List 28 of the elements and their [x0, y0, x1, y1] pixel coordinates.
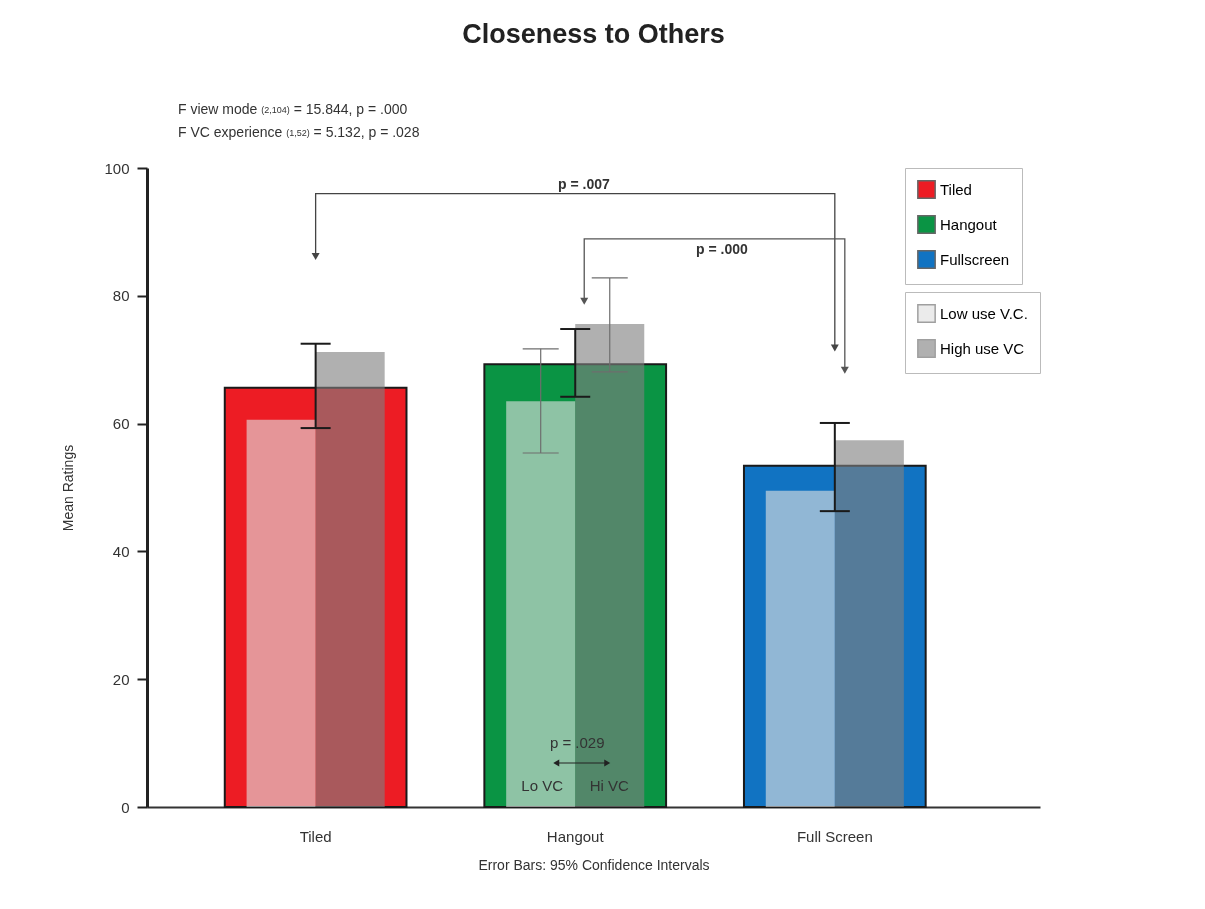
- x-tick-label: Tiled: [299, 827, 332, 845]
- bar: [834, 440, 904, 807]
- x-tick-label: Full Screen: [796, 827, 873, 845]
- legend-label: Tiled: [940, 180, 972, 198]
- legend-label: Fullscreen: [940, 250, 1010, 268]
- legend-label: Low use V.C.: [940, 304, 1028, 322]
- y-tick-label: 0: [121, 798, 130, 816]
- bar: [315, 352, 385, 807]
- annotation: p = .029: [549, 734, 605, 751]
- bar: [506, 401, 576, 807]
- chart-title: Closeness to Others: [462, 19, 725, 49]
- bar: [575, 323, 645, 807]
- x-axis-title: Error Bars: 95% Confidence Intervals: [478, 856, 710, 873]
- legend-label: High use VC: [940, 339, 1025, 357]
- bar: [246, 419, 316, 807]
- x-tick-label: Hangout: [546, 827, 605, 845]
- y-tick-label: 100: [104, 159, 130, 177]
- y-axis-title: Mean Ratings: [60, 444, 77, 532]
- annotation: Hi VC: [589, 777, 629, 794]
- y-tick-label: 20: [112, 670, 130, 688]
- legend-label: Hangout: [940, 215, 998, 233]
- annotation: p = .000: [696, 241, 748, 257]
- annotation: p = .007: [558, 176, 610, 192]
- annotation: Lo VC: [521, 777, 564, 794]
- bar: [765, 490, 835, 807]
- y-tick-label: 60: [112, 415, 130, 433]
- y-tick-label: 80: [112, 287, 130, 305]
- y-tick-label: 40: [112, 542, 130, 560]
